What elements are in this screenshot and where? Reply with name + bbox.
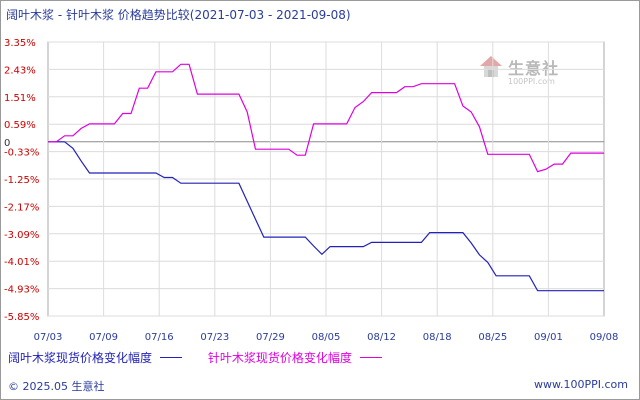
watermark-logo: 生意社 100PPI.com <box>478 54 582 94</box>
y-tick-label: -4.93% <box>4 285 39 296</box>
y-tick-label: -1.25% <box>4 175 39 186</box>
x-tick-label: 07/29 <box>256 332 285 343</box>
x-tick-label: 08/25 <box>478 332 507 343</box>
legend-item-hardwood: 阔叶木浆现货价格变化幅度 <box>8 349 183 366</box>
watermark-url: 100PPI.com <box>508 77 555 86</box>
x-tick-label: 07/16 <box>145 332 174 343</box>
x-tick-label: 09/01 <box>534 332 563 343</box>
y-tick-label: -2.17% <box>4 202 39 213</box>
house-icon <box>480 56 502 77</box>
y-tick-label: 0 <box>4 138 10 149</box>
footer-url: www.100PPI.com <box>534 378 628 391</box>
x-tick-label: 07/09 <box>89 332 118 343</box>
legend-line-softwood <box>359 357 382 358</box>
y-tick-label: -5.85% <box>4 312 39 323</box>
y-tick-label: 0.59% <box>4 120 36 131</box>
chart-title: 阔叶木浆 - 针叶木浆 价格趋势比较(2021-07-03 - 2021-09-… <box>6 8 351 22</box>
legend-label-softwood: 针叶木浆现货价格变化幅度 <box>207 351 352 365</box>
legend: 阔叶木浆现货价格变化幅度 针叶木浆现货价格变化幅度 <box>8 349 404 366</box>
y-tick-label: -3.09% <box>4 230 39 241</box>
x-tick-label: 08/18 <box>423 332 452 343</box>
y-tick-label: -0.33% <box>4 148 39 159</box>
watermark-text: 生意社 <box>508 59 560 78</box>
legend-line-hardwood <box>160 357 183 358</box>
y-tick-label: 1.51% <box>4 93 36 104</box>
series-line-hardwood <box>48 141 604 292</box>
x-tick-label: 07/23 <box>200 332 229 343</box>
x-tick-label: 09/08 <box>590 332 619 343</box>
footer-copyright: © 2025.05 生意社 <box>8 380 105 393</box>
x-tick-label: 08/05 <box>312 332 341 343</box>
x-tick-label: 07/03 <box>34 332 63 343</box>
legend-item-softwood: 针叶木浆现货价格变化幅度 <box>208 349 382 366</box>
y-tick-label: 2.43% <box>4 65 36 76</box>
series-line-softwood <box>48 63 604 173</box>
y-tick-label: -4.01% <box>4 257 39 268</box>
x-tick-label: 08/12 <box>367 332 396 343</box>
y-tick-label: 3.35% <box>4 38 36 49</box>
legend-label-hardwood: 阔叶木浆现货价格变化幅度 <box>8 351 153 365</box>
